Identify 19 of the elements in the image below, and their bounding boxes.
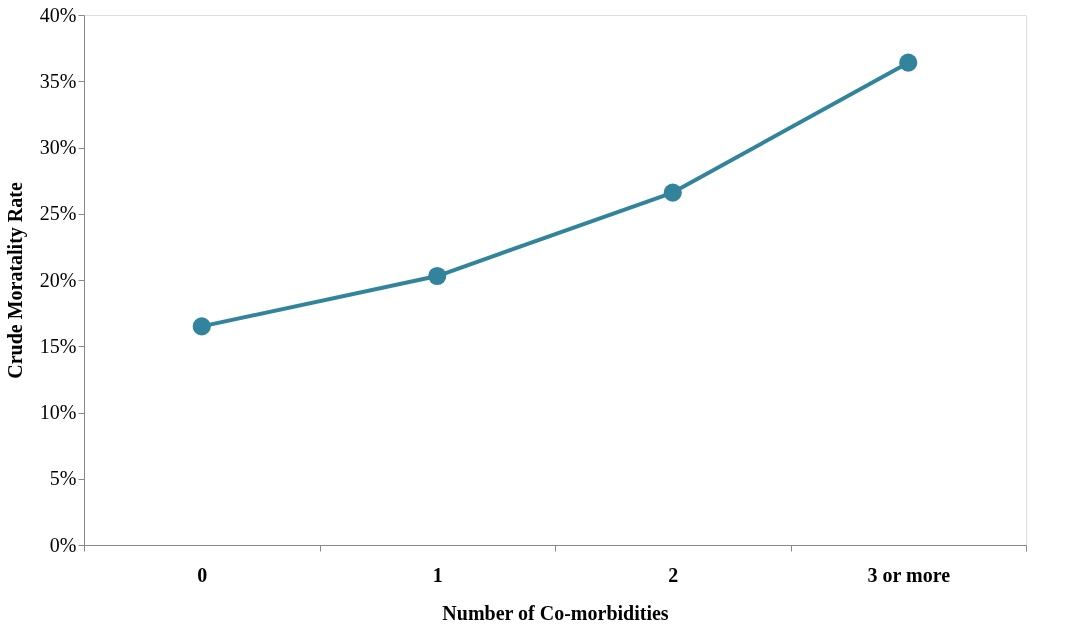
- y-tick-label: 40%: [39, 3, 77, 26]
- point: [192, 317, 211, 336]
- y-axis-title: Crude Moratality Rate: [3, 182, 27, 379]
- y-tick-label: 5%: [49, 467, 77, 490]
- point: [428, 266, 447, 286]
- x-tick-label: 1: [432, 563, 443, 586]
- y-tick-label: 20%: [39, 268, 77, 291]
- y-tick-label: 35%: [39, 69, 77, 92]
- point: [663, 183, 682, 202]
- point: [899, 53, 918, 72]
- x-tick-label: 2: [668, 563, 679, 586]
- y-tick-label: 10%: [39, 401, 77, 423]
- y-tick-label: 30%: [39, 136, 77, 158]
- x-axis-title: Number of Co-morbidities: [442, 601, 669, 624]
- x-tick-label: 3 or more: [867, 563, 951, 586]
- y-tick-label: 15%: [39, 334, 77, 357]
- x-tick-label: 0: [197, 563, 208, 586]
- y-tick-label: 25%: [39, 202, 77, 225]
- y-tick-label: 0%: [49, 533, 77, 556]
